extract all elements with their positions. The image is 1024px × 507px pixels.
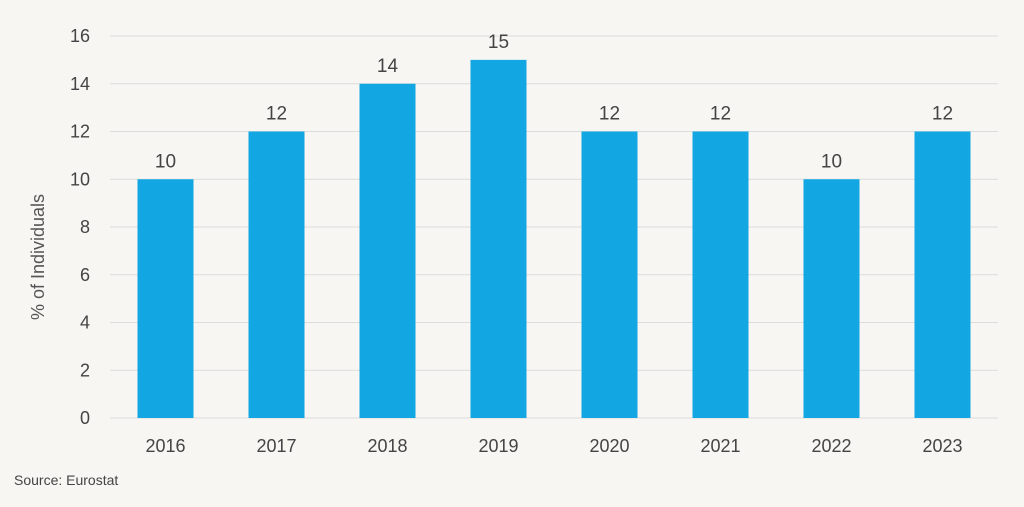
source-note: Source: Eurostat <box>14 472 119 488</box>
bars <box>137 59 971 418</box>
y-tick-label: 6 <box>80 265 90 285</box>
data-label-2019: 15 <box>488 32 509 53</box>
y-tick-label: 12 <box>70 122 90 142</box>
y-tick-label: 10 <box>70 169 90 189</box>
y-tick-label: 2 <box>80 360 90 380</box>
x-axis-ticks: 2016 2017 2018 2019 2020 2021 2022 2023 <box>145 436 962 456</box>
bar-2017 <box>248 131 305 418</box>
y-axis-ticks: 0 2 4 6 8 10 12 14 16 <box>70 26 90 428</box>
data-label-2016: 10 <box>155 151 176 172</box>
data-label-2023: 12 <box>932 104 953 125</box>
gridlines <box>110 35 998 419</box>
data-label-2017: 12 <box>266 104 287 125</box>
x-tick-label-2018: 2018 <box>367 436 407 456</box>
y-tick-label: 16 <box>70 26 90 46</box>
bar-2021 <box>692 131 749 418</box>
bar-2016 <box>137 179 194 418</box>
y-axis-title: % of Individuals <box>28 194 48 320</box>
y-tick-label: 4 <box>80 313 90 333</box>
x-tick-label-2016: 2016 <box>145 436 185 456</box>
data-labels: 10 12 14 15 12 12 10 12 <box>155 32 953 172</box>
bar-2020 <box>581 131 638 418</box>
x-tick-label-2021: 2021 <box>700 436 740 456</box>
bar-2019 <box>470 59 527 418</box>
x-tick-label-2022: 2022 <box>811 436 851 456</box>
y-tick-label: 14 <box>70 74 90 94</box>
bar-2022 <box>803 179 860 418</box>
x-tick-label-2020: 2020 <box>589 436 629 456</box>
data-label-2018: 14 <box>377 56 399 77</box>
bar-2023 <box>914 131 971 418</box>
bar-2018 <box>359 83 416 418</box>
x-tick-label-2017: 2017 <box>256 436 296 456</box>
data-label-2020: 12 <box>599 104 620 125</box>
data-label-2022: 10 <box>821 151 842 172</box>
y-tick-label: 8 <box>80 217 90 237</box>
y-tick-label: 0 <box>80 408 90 428</box>
x-tick-label-2023: 2023 <box>922 436 962 456</box>
data-label-2021: 12 <box>710 104 731 125</box>
x-tick-label-2019: 2019 <box>478 436 518 456</box>
